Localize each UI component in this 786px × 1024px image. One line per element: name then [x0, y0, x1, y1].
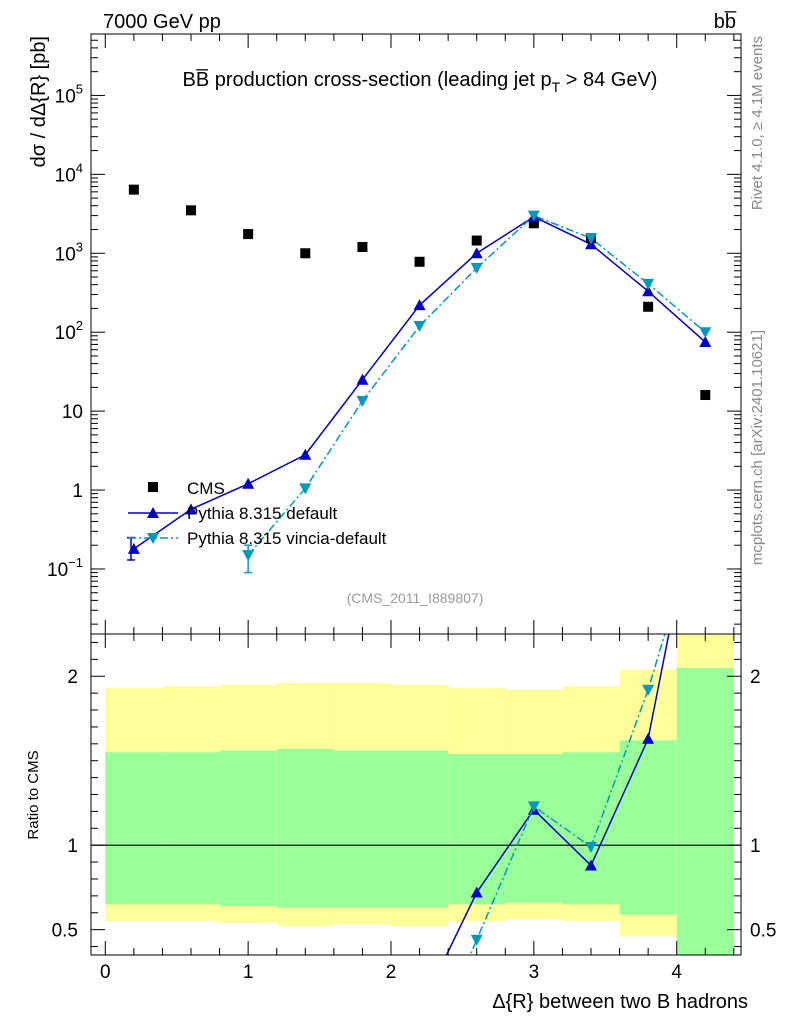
- main-title-tail: > 84 GeV): [560, 69, 657, 91]
- legend-label-cms: CMS: [187, 479, 225, 498]
- ratio-plot-area: [91, 634, 741, 955]
- data-point-cms: [528, 218, 539, 229]
- legend-marker-default: [147, 507, 159, 518]
- ratio-point-vincia: [527, 801, 540, 813]
- main-y-tick-label: 103: [55, 239, 83, 265]
- ratio-y-axis-label: Ratio to CMS: [25, 750, 42, 839]
- main-title: BB̅ production cross-section (leading je…: [183, 68, 658, 95]
- x-tick-label: 2: [386, 962, 397, 983]
- main-y-tick-label: 105: [55, 81, 83, 107]
- ratio-point-default: [470, 886, 483, 898]
- main-y-tick-label: 10−1: [47, 555, 83, 581]
- legend: CMS Pythia 8.315 default Pythia 8.315 vi…: [128, 479, 387, 548]
- data-point-vincia: [699, 327, 712, 339]
- data-point-default: [642, 285, 655, 297]
- x-tick-label: 1: [243, 962, 254, 983]
- ratio-point-default: [642, 732, 655, 744]
- side-label-top: Rivet 4.1.0, ≥ 4.1M events: [749, 36, 766, 210]
- data-point-default: [299, 448, 312, 460]
- data-point-default: [356, 373, 369, 385]
- uncertainty-band-inner: [562, 752, 620, 905]
- data-point-default: [699, 336, 712, 348]
- ratio-point-vincia: [585, 841, 597, 853]
- uncertainty-band-inner: [448, 753, 506, 905]
- data-point-default: [127, 542, 140, 554]
- data-point-cms: [357, 242, 368, 253]
- main-y-tick-label: 10: [62, 402, 83, 423]
- data-point-default: [470, 247, 483, 259]
- data-point-vincia: [242, 550, 255, 562]
- data-point-cms: [128, 184, 139, 195]
- main-title-sub: T: [552, 79, 561, 95]
- legend-marker-vincia: [147, 533, 159, 544]
- main-y-tick-label: 104: [55, 160, 83, 186]
- watermark: (CMS_2011_I889807): [347, 590, 484, 606]
- header-left-label: 7000 GeV pp: [103, 11, 221, 33]
- main-y-tick-label: 1: [72, 481, 83, 502]
- data-point-vincia: [585, 233, 597, 245]
- x-tick-label: 3: [529, 962, 540, 983]
- ratio-panel: 0.5 0.5 1 1 2 2 0 1 2 3 4: [52, 633, 776, 983]
- ratio-y-tick-label-left: 0.5: [52, 921, 78, 942]
- ratio-y-tick-label-right: 1: [750, 836, 761, 857]
- data-point-vincia: [470, 263, 483, 275]
- data-point-vincia: [299, 483, 312, 495]
- x-tick-label: 0: [100, 962, 111, 983]
- legend-label-vincia: Pythia 8.315 vincia-default: [187, 529, 387, 548]
- ratio-y-tick-label-left: 2: [67, 667, 78, 688]
- legend-label-default: Pythia 8.315 default: [187, 504, 338, 523]
- ratio-point-default: [585, 859, 597, 871]
- data-point-default: [185, 503, 197, 515]
- header-right-label: bb̅: [714, 10, 737, 33]
- data-point-cms: [700, 390, 711, 401]
- uncertainty-band-inner: [619, 740, 677, 915]
- uncertainty-band-inner: [105, 752, 163, 905]
- uncertainty-band-inner: [676, 667, 734, 955]
- ratio-line-vincia: [469, 634, 666, 955]
- data-point-cms: [243, 229, 254, 240]
- data-point-vincia: [356, 395, 369, 407]
- x-axis-label: Δ{R} between two B hadrons: [492, 991, 748, 1013]
- ratio-point-vincia: [470, 934, 483, 946]
- uncertainty-band-inner: [333, 750, 391, 908]
- data-point-cms: [471, 235, 482, 246]
- uncertainty-band-inner: [391, 750, 449, 908]
- uncertainty-band-inner: [219, 750, 277, 907]
- data-point-cms: [300, 248, 311, 259]
- uncertainty-band-inner: [276, 748, 334, 908]
- main-y-tick-label: 102: [55, 318, 83, 344]
- data-point-vincia: [642, 278, 655, 290]
- data-point-default: [242, 477, 255, 489]
- side-label-bottom: mcplots.cern.ch [arXiv:2401.10621]: [749, 330, 766, 565]
- data-point-cms: [186, 205, 196, 216]
- uncertainty-band-inner: [162, 752, 220, 905]
- data-point-default: [413, 299, 426, 311]
- ratio-point-vincia: [642, 684, 655, 696]
- main-panel: 10−1 1 10 102 103 104 105: [47, 33, 742, 635]
- ratio-line-default: [445, 634, 670, 955]
- data-point-cms: [414, 256, 425, 267]
- x-tick-label: 4: [671, 962, 682, 983]
- main-title-text: BB̅ production cross-section (leading je…: [183, 68, 552, 91]
- data-point-vincia: [413, 320, 426, 332]
- series-line-vincia: [247, 214, 706, 556]
- data-point-vincia: [527, 210, 540, 222]
- main-y-axis-label: dσ / dΔ{R} [pb]: [28, 36, 50, 167]
- ratio-y-tick-label-right: 0.5: [750, 921, 776, 942]
- legend-marker-cms: [148, 482, 158, 492]
- data-point-cms: [643, 301, 654, 312]
- ratio-y-tick-label-right: 2: [750, 667, 761, 688]
- ratio-y-tick-label-left: 1: [67, 836, 78, 857]
